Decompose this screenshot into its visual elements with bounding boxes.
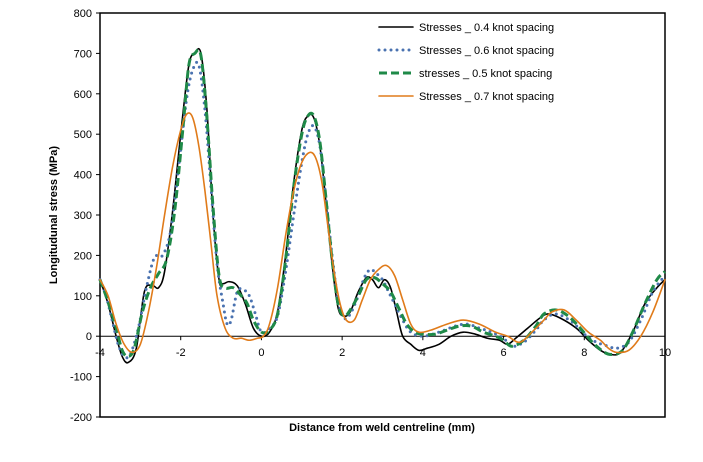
y-tick-label: 300 (74, 210, 92, 222)
legend-label-2: Stresses _ 0.6 knot spacing (419, 45, 554, 57)
x-axis-title: Distance from weld centreline (mm) (289, 422, 475, 434)
x-tick-label: -4 (95, 347, 105, 359)
x-tick-label: 4 (420, 347, 426, 359)
y-axis-title: Longitudunal stress (MPa) (48, 146, 60, 284)
y-tick-label: 100 (74, 291, 92, 303)
y-tick-label: -200 (70, 412, 92, 424)
x-tick-label: 2 (339, 347, 345, 359)
series-line-2 (98, 60, 667, 360)
legend-label-3: stresses _ 0.5 knot spacing (419, 68, 552, 80)
series-line-4 (99, 112, 666, 354)
legend-label-4: Stresses _ 0.7 knot spacing (419, 91, 554, 103)
y-tick-label: 700 (74, 48, 92, 60)
legend-label-1: Stresses _ 0.4 knot spacing (419, 22, 554, 34)
x-tick-label: 0 (258, 347, 264, 359)
legend: Stresses _ 0.4 knot spacing Stresses _ 0.… (377, 22, 554, 103)
y-tick-label: 800 (74, 8, 92, 20)
y-tick-label: 200 (74, 250, 92, 262)
x-tick-label: 8 (581, 347, 587, 359)
y-tick-label: -100 (70, 372, 92, 384)
y-tick-label: 0 (86, 331, 92, 343)
y-tick-label: 400 (74, 170, 92, 182)
y-tick-label: 500 (74, 129, 92, 141)
x-tick-label: -2 (176, 347, 186, 359)
y-tick-label: 600 (74, 89, 92, 101)
x-tick-label: 6 (501, 347, 507, 359)
x-tick-label: 10 (659, 347, 671, 359)
plot-area (99, 12, 666, 418)
